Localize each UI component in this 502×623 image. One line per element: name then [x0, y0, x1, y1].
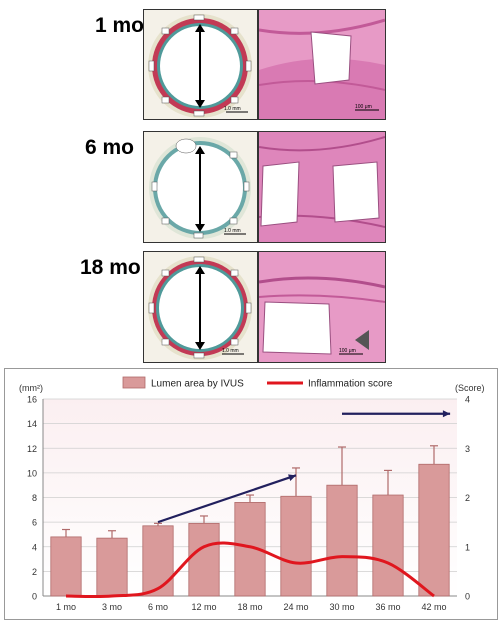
panel-label-6mo: 6 mo — [85, 136, 135, 159]
right-axis-tick-label: 1 — [465, 542, 470, 552]
left-axis-tick-label: 12 — [27, 444, 37, 454]
bar-lumen-area — [418, 463, 450, 597]
x-axis-tick-label: 24 mo — [283, 602, 308, 612]
bar-lumen-area — [188, 522, 220, 597]
left-axis-label: (mm²) — [19, 383, 43, 393]
line-inflammation-score — [65, 541, 435, 599]
bar-lumen-area — [372, 494, 404, 597]
scale-bar-label: 1.0 mm — [224, 106, 241, 112]
bar-lumen-area — [96, 537, 128, 597]
micrograph-18mo-cross-section: 1.0 mm — [143, 251, 258, 363]
legend-swatch-lumen — [122, 376, 146, 389]
x-axis-tick-label: 6 mo — [148, 602, 168, 612]
lumen-inflammation-chart: 0 2 4 6 8 10 12 14 16 (mm²) 0 1 2 3 4 (Score) 1 mo 3 mo 6 … — [4, 368, 498, 620]
bar-lumen-area — [142, 525, 174, 597]
left-axis-tick-label: 8 — [32, 493, 37, 503]
scale-bar-label-right: 100 μm — [339, 348, 356, 354]
legend-label-lumen: Lumen area by IVUS — [151, 379, 244, 390]
trend-arrow-head — [442, 410, 451, 418]
micrograph-6mo-histology — [258, 131, 386, 243]
legend-label-inflammation: Inflammation score — [308, 379, 393, 390]
trend-arrow-line — [157, 474, 297, 524]
right-axis-tick-label: 4 — [465, 395, 470, 405]
right-axis-label: (Score) — [455, 383, 485, 393]
scale-bar-label-right: 100 μm — [355, 104, 372, 110]
arrowhead-marker — [355, 330, 369, 350]
x-axis-tick-label: 18 mo — [237, 602, 262, 612]
trend-arrow-head — [288, 474, 296, 481]
left-axis-tick-label: 14 — [27, 419, 37, 429]
panel-label-18mo: 18 mo — [80, 256, 141, 279]
x-axis-tick-label: 3 mo — [102, 602, 122, 612]
x-axis-tick-label: 1 mo — [56, 602, 76, 612]
left-axis-tick-label: 16 — [27, 395, 37, 405]
x-axis-tick-label: 12 mo — [191, 602, 216, 612]
bar-lumen-area — [280, 495, 312, 597]
left-axis-tick-label: 0 — [32, 592, 37, 602]
x-axis-tick-label: 36 mo — [375, 602, 400, 612]
right-axis-tick-label: 3 — [465, 444, 470, 454]
bar-lumen-area — [326, 484, 358, 597]
micrograph-1mo-histology: 100 μm — [258, 9, 386, 120]
panel-label-1mo: 1 mo — [95, 14, 145, 37]
micrograph-18mo-histology: 100 μm — [258, 251, 386, 363]
left-axis-tick-label: 10 — [27, 468, 37, 478]
scale-bar-label: 1.0 mm — [224, 228, 241, 234]
x-axis-tick-label: 42 mo — [421, 602, 446, 612]
micrograph-1mo-cross-section: 1.0 mm — [143, 9, 258, 120]
scale-bar-label: 1.0 mm — [222, 348, 239, 354]
left-axis-tick-label: 4 — [32, 542, 37, 552]
bar-lumen-area — [50, 536, 82, 597]
x-axis-tick-label: 30 mo — [329, 602, 354, 612]
right-axis-tick-label: 0 — [465, 592, 470, 602]
right-axis-tick-label: 2 — [465, 493, 470, 503]
micrograph-6mo-cross-section: 1.0 mm — [143, 131, 258, 243]
left-axis-tick-label: 2 — [32, 567, 37, 577]
left-axis-tick-label: 6 — [32, 518, 37, 528]
